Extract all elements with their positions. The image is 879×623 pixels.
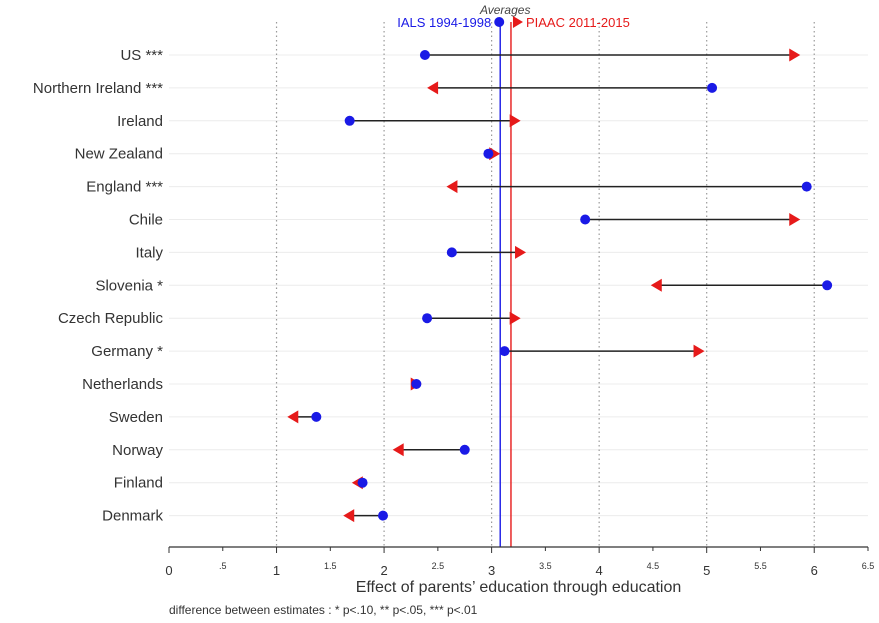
x-tick-label: 6 bbox=[811, 563, 818, 578]
category-label: Italy bbox=[135, 244, 163, 261]
ials-point bbox=[707, 82, 718, 93]
x-tick-label: 4 bbox=[596, 563, 603, 578]
ials-point bbox=[311, 411, 322, 422]
piaac-arrow bbox=[392, 443, 404, 457]
category-label: New Zealand bbox=[75, 146, 163, 163]
x-axis-label: Effect of parents’ education through edu… bbox=[356, 579, 682, 596]
x-tick-label: 1.5 bbox=[324, 561, 337, 571]
piaac-arrow bbox=[427, 81, 439, 95]
piaac-arrow bbox=[287, 410, 299, 424]
x-tick-label: 3.5 bbox=[539, 561, 552, 571]
piaac-arrow bbox=[515, 245, 527, 259]
x-tick-label: 4.5 bbox=[647, 561, 660, 571]
ials-point bbox=[357, 477, 368, 488]
category-labels: US *** Northern Ireland *** Ireland New Zea… bbox=[33, 47, 164, 525]
category-label: Norway bbox=[112, 442, 163, 459]
averages-legend: Averages IALS 1994-1998 PIAAC 2011-2015 bbox=[397, 3, 630, 30]
x-tick-label: 5.5 bbox=[754, 561, 767, 571]
category-label: Denmark bbox=[102, 508, 163, 525]
piaac-arrow bbox=[509, 114, 521, 128]
x-tick-label: 6.5 bbox=[862, 561, 875, 571]
category-label: Ireland bbox=[117, 113, 163, 130]
x-tick-label: 0 bbox=[165, 563, 172, 578]
piaac-arrow bbox=[789, 213, 801, 226]
x-tick-label: 2.5 bbox=[432, 561, 445, 571]
vertical-gridlines bbox=[275, 22, 815, 547]
piaac-arrow bbox=[343, 509, 355, 523]
ials-point bbox=[411, 379, 422, 389]
piaac-arrow bbox=[693, 344, 705, 358]
category-label: Germany * bbox=[91, 343, 163, 360]
x-axis: 0 .5 1 1.5 2 2.5 3 3.5 4 4.5 5 5.5 6 6.5 bbox=[165, 546, 875, 578]
x-tick-label: 3 bbox=[488, 563, 495, 578]
piaac-arrow bbox=[789, 48, 801, 62]
significance-footnote: difference between estimates : * p<.10, … bbox=[169, 603, 478, 617]
piaac-arrow bbox=[446, 180, 458, 194]
ials-point bbox=[344, 115, 355, 126]
connectors bbox=[296, 54, 828, 517]
piaac-legend-label: PIAAC 2011-2015 bbox=[526, 15, 630, 30]
category-label: Northern Ireland *** bbox=[33, 80, 163, 97]
ials-point bbox=[459, 444, 470, 455]
category-label: Slovenia * bbox=[95, 277, 163, 294]
piaac-legend-marker bbox=[512, 16, 523, 28]
ials-point bbox=[483, 148, 494, 159]
piaac-arrow bbox=[509, 311, 521, 325]
ials-point bbox=[446, 247, 457, 258]
average-lines bbox=[499, 22, 512, 547]
ials-point bbox=[801, 181, 812, 192]
category-label: Sweden bbox=[109, 409, 163, 426]
x-tick-label: .5 bbox=[219, 561, 227, 571]
ials-legend-marker bbox=[494, 17, 505, 27]
ials-point bbox=[419, 50, 430, 60]
ials-legend-label: IALS 1994-1998 bbox=[397, 15, 491, 30]
ials-point bbox=[580, 214, 591, 225]
ials-point bbox=[378, 510, 389, 521]
category-label: US *** bbox=[120, 47, 163, 64]
x-tick-label: 5 bbox=[703, 563, 710, 578]
ials-point bbox=[499, 346, 510, 357]
category-label: Chile bbox=[129, 212, 163, 229]
category-label: Czech Republic bbox=[58, 310, 164, 327]
category-label: England *** bbox=[86, 179, 163, 196]
category-label: Finland bbox=[114, 475, 163, 492]
x-tick-label: 2 bbox=[380, 563, 387, 578]
piaac-arrow bbox=[650, 278, 662, 292]
category-label: Netherlands bbox=[82, 376, 163, 393]
ials-point bbox=[422, 313, 433, 324]
x-tick-label: 1 bbox=[273, 563, 280, 578]
averages-title: Averages bbox=[479, 3, 530, 17]
data-marks bbox=[287, 48, 833, 523]
ials-point bbox=[822, 280, 833, 291]
